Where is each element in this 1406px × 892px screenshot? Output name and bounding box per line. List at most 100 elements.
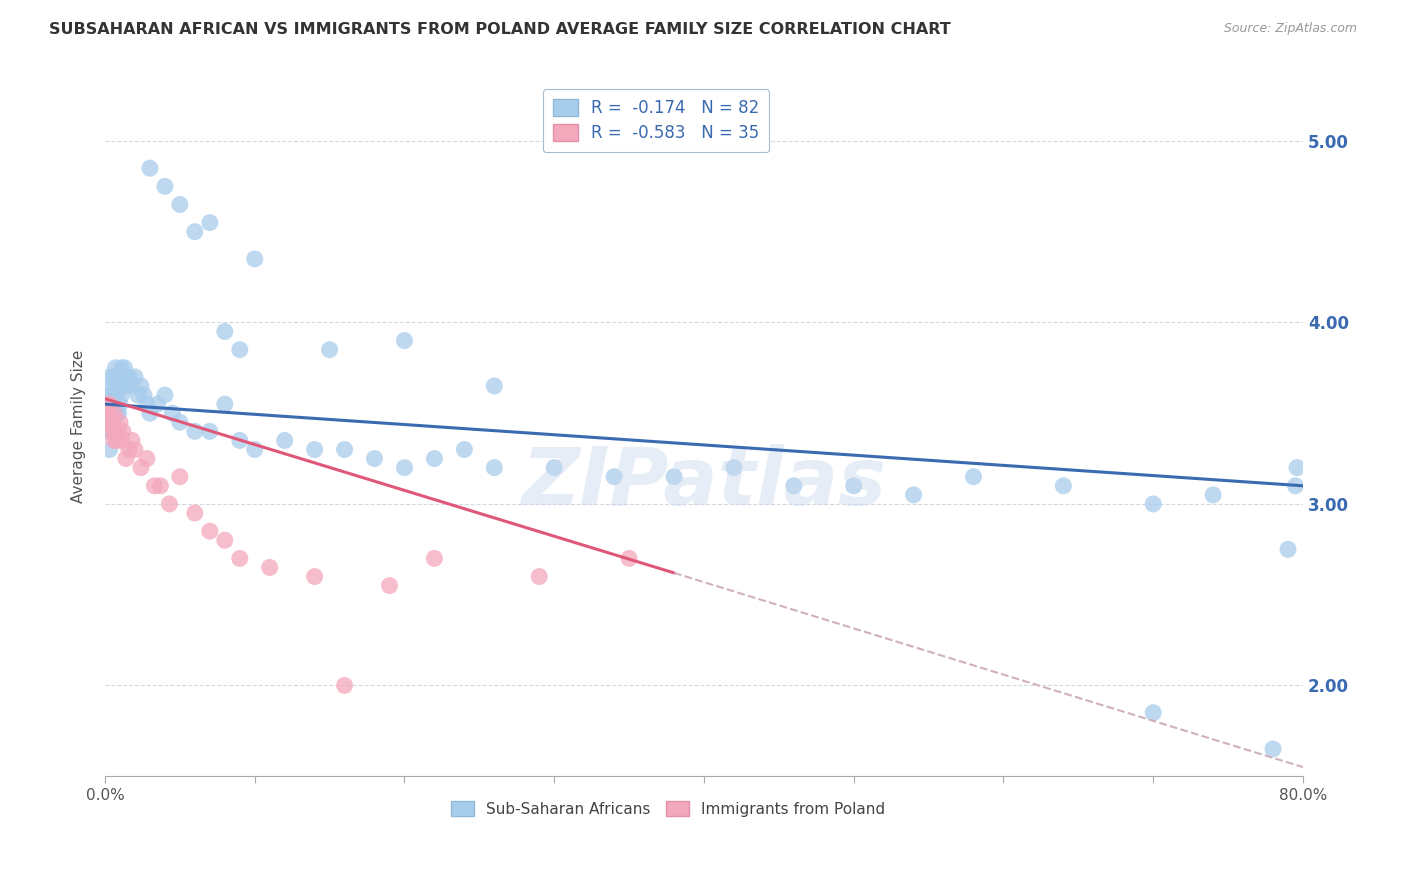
Point [333, 442, 356, 457]
Point [111, 370, 134, 384]
Point [169, 197, 191, 211]
Text: ZIPatlas: ZIPatlas [522, 443, 886, 522]
Point [333, 678, 356, 692]
Point [529, 569, 551, 583]
Point [98, 397, 121, 411]
Point [97, 388, 120, 402]
Point [121, 379, 143, 393]
Point [1284, 479, 1306, 493]
Point [98, 406, 121, 420]
Point [662, 469, 685, 483]
Point [617, 551, 640, 566]
Point [842, 479, 865, 493]
Point [111, 379, 134, 393]
Point [110, 434, 132, 448]
Point [104, 388, 127, 402]
Point [198, 216, 221, 230]
Point [184, 225, 207, 239]
Point [169, 469, 191, 483]
Point [97, 425, 120, 439]
Point [1142, 706, 1164, 720]
Legend: Sub-Saharan Africans, Immigrants from Poland: Sub-Saharan Africans, Immigrants from Po… [443, 793, 893, 824]
Point [229, 434, 252, 448]
Point [100, 388, 122, 402]
Point [1285, 460, 1308, 475]
Point [318, 343, 340, 357]
Point [105, 379, 128, 393]
Point [118, 442, 141, 457]
Point [108, 379, 131, 393]
Text: Source: ZipAtlas.com: Source: ZipAtlas.com [1223, 22, 1357, 36]
Point [394, 460, 416, 475]
Point [132, 388, 155, 402]
Point [243, 252, 266, 266]
Point [363, 451, 385, 466]
Point [903, 488, 925, 502]
Point [101, 397, 124, 411]
Point [105, 434, 128, 448]
Point [110, 360, 132, 375]
Point [104, 425, 127, 439]
Point [146, 397, 169, 411]
Point [198, 524, 221, 538]
Point [1142, 497, 1164, 511]
Point [1052, 479, 1074, 493]
Point [259, 560, 281, 574]
Point [198, 425, 221, 439]
Point [184, 425, 207, 439]
Point [229, 343, 252, 357]
Y-axis label: Average Family Size: Average Family Size [72, 351, 86, 503]
Point [107, 370, 129, 384]
Point [1277, 542, 1299, 557]
Point [98, 406, 121, 420]
Point [394, 334, 416, 348]
Point [423, 551, 446, 566]
Point [97, 415, 120, 429]
Point [169, 415, 191, 429]
Point [117, 370, 139, 384]
Point [101, 379, 124, 393]
Point [243, 442, 266, 457]
Point [304, 569, 326, 583]
Point [157, 497, 180, 511]
Point [124, 370, 146, 384]
Point [153, 179, 176, 194]
Point [1261, 742, 1284, 756]
Point [108, 415, 131, 429]
Point [108, 397, 131, 411]
Point [96, 406, 118, 420]
Point [100, 425, 122, 439]
Point [124, 442, 146, 457]
Point [723, 460, 745, 475]
Point [104, 425, 127, 439]
Point [214, 397, 236, 411]
Point [543, 460, 565, 475]
Point [98, 442, 121, 457]
Point [153, 388, 176, 402]
Point [129, 460, 152, 475]
Point [135, 451, 157, 466]
Point [162, 406, 184, 420]
Point [1202, 488, 1225, 502]
Point [115, 379, 138, 393]
Point [129, 379, 152, 393]
Point [104, 360, 127, 375]
Point [184, 506, 207, 520]
Point [214, 533, 236, 548]
Point [111, 425, 134, 439]
Point [378, 579, 401, 593]
Point [105, 406, 128, 420]
Point [101, 415, 124, 429]
Point [96, 406, 118, 420]
Text: SUBSAHARAN AFRICAN VS IMMIGRANTS FROM POLAND AVERAGE FAMILY SIZE CORRELATION CHA: SUBSAHARAN AFRICAN VS IMMIGRANTS FROM PO… [49, 22, 950, 37]
Point [127, 388, 149, 402]
Point [107, 406, 129, 420]
Point [100, 425, 122, 439]
Point [98, 370, 121, 384]
Point [139, 161, 162, 176]
Point [962, 469, 984, 483]
Point [139, 406, 162, 420]
Point [484, 460, 506, 475]
Point [143, 479, 166, 493]
Point [100, 397, 122, 411]
